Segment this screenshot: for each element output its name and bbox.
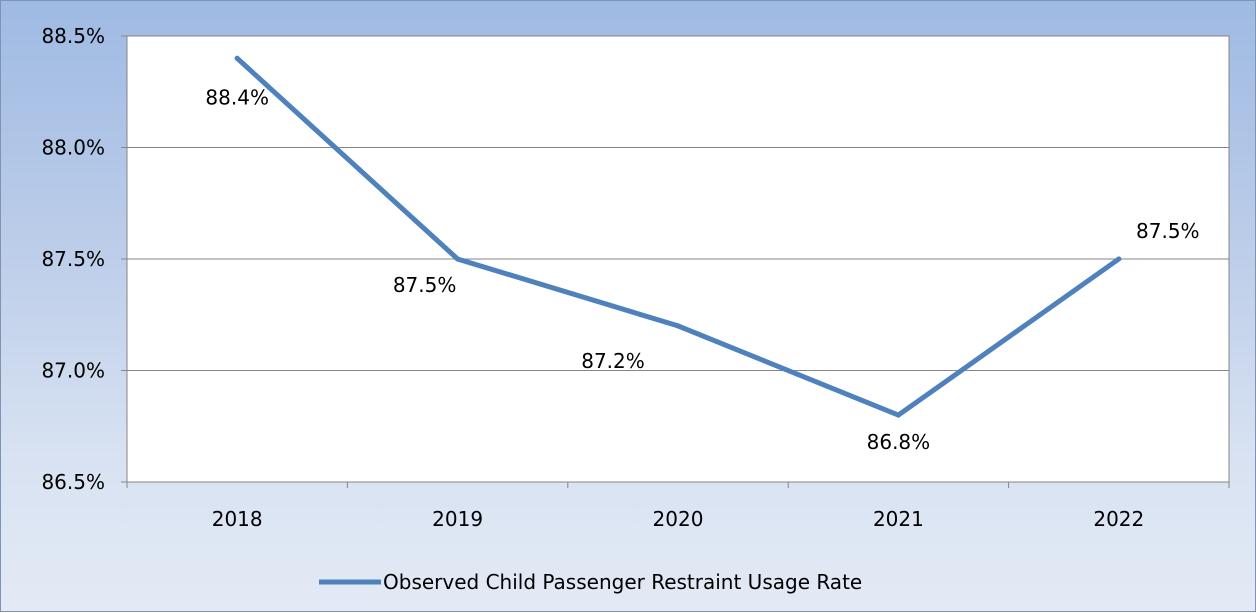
y-tick-label: 87.0%: [41, 359, 105, 383]
legend-label: Observed Child Passenger Restraint Usage…: [383, 570, 862, 594]
data-point: [1116, 256, 1122, 262]
x-tick-label: 2021: [873, 507, 924, 531]
data-label: 87.2%: [581, 349, 645, 373]
data-point: [234, 55, 240, 61]
data-point: [455, 256, 461, 262]
x-tick-label: 2019: [432, 507, 483, 531]
x-tick-label: 2022: [1093, 507, 1144, 531]
legend: Observed Child Passenger Restraint Usage…: [319, 570, 862, 594]
data-label: 87.5%: [1136, 219, 1200, 243]
series-group: [234, 55, 1122, 418]
data-label: 87.5%: [393, 273, 457, 297]
y-tick-label: 86.5%: [41, 470, 105, 494]
data-point: [675, 323, 681, 329]
y-axis: 86.5% 87.0% 87.5% 88.0% 88.5%: [41, 24, 128, 494]
x-tick-label: 2020: [653, 507, 704, 531]
x-axis: 2018 2019 2020 2021 2022: [126, 481, 1230, 531]
y-tick-label: 88.0%: [41, 136, 105, 160]
y-tick-label: 88.5%: [41, 24, 105, 48]
y-tick-label: 87.5%: [41, 247, 105, 271]
data-label: 88.4%: [205, 85, 269, 109]
data-label: 86.8%: [867, 430, 931, 454]
gridlines: [127, 147, 1229, 371]
data-point: [895, 412, 901, 418]
x-tick-label: 2018: [212, 507, 263, 531]
data-labels: 88.4% 87.5% 87.2% 86.8% 87.5%: [205, 85, 1199, 454]
